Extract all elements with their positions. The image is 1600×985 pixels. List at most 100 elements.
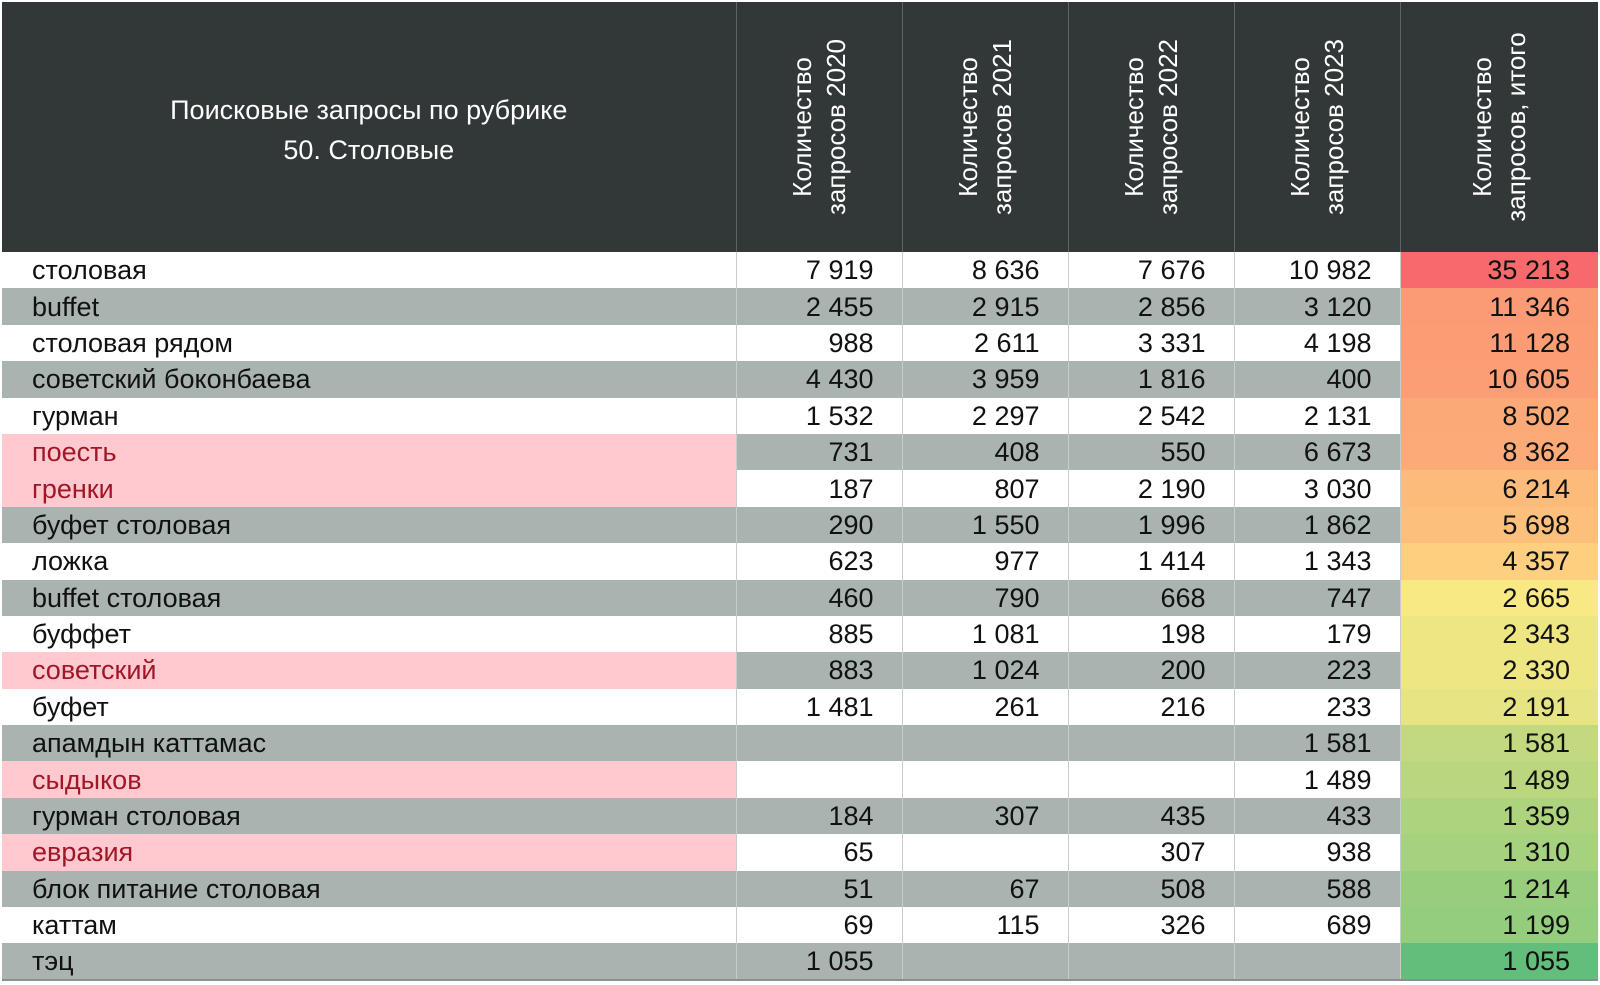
title-line-1: Поисковые запросы по рубрике (170, 95, 568, 125)
total-cell: 11 128 (1399, 324, 1598, 362)
query-cell: советский боконбаева (2, 361, 736, 398)
count-2023-cell: 4 198 (1233, 324, 1400, 362)
title-line-2: 50. Столовые (283, 135, 455, 165)
count-2020-cell: 51 (735, 870, 902, 908)
total-cell: 2 665 (1399, 579, 1598, 616)
total-cell: 2 191 (1399, 688, 1598, 726)
count-2020-cell: 187 (735, 470, 902, 507)
table-row: буффет 885 1 081 198 179 2 343 (2, 615, 1598, 653)
table-row: блок питание столовая 51 67 508 588 1 214 (2, 870, 1598, 908)
count-2021-cell (901, 725, 1068, 762)
count-2023-cell: 3 120 (1233, 288, 1400, 325)
count-2022-cell: 7 676 (1067, 252, 1234, 289)
count-2022-cell: 1 414 (1067, 543, 1234, 580)
count-2023-cell (1233, 943, 1400, 982)
count-2021-cell: 2 297 (901, 397, 1068, 434)
count-2022-cell: 1 996 (1067, 506, 1234, 544)
table-row: буфет 1 481 261 216 233 2 191 (2, 688, 1598, 726)
count-2021-cell: 2 611 (901, 324, 1068, 362)
total-cell: 1 489 (1399, 761, 1598, 798)
count-2020-cell: 2 455 (735, 288, 902, 325)
count-2020-cell: 1 055 (735, 943, 902, 982)
query-cell: гренки (2, 470, 736, 507)
table-row: апамдын каттамас 1 581 1 581 (2, 725, 1598, 762)
count-2023-cell: 2 131 (1233, 397, 1400, 434)
count-2022-cell: 1 816 (1067, 361, 1234, 398)
query-cell: каттам (2, 907, 736, 944)
count-2021-cell (901, 834, 1068, 871)
table-row: советский боконбаева 4 430 3 959 1 816 400 10… (2, 361, 1598, 398)
count-2021-cell: 977 (901, 543, 1068, 580)
column-header-2023-line-1: Количество (1285, 57, 1315, 197)
query-cell: тэц (2, 943, 736, 982)
total-cell: 10 605 (1399, 361, 1598, 398)
table-row: столовая рядом 988 2 611 3 331 4 198 11 128 (2, 324, 1598, 362)
count-2020-cell: 731 (735, 433, 902, 471)
count-2020-cell (735, 761, 902, 798)
count-2022-cell: 326 (1067, 907, 1234, 944)
total-cell: 1 199 (1399, 907, 1598, 944)
query-cell: buffet (2, 288, 736, 325)
query-cell: евразия (2, 834, 736, 871)
query-cell: апамдын каттамас (2, 725, 736, 762)
column-header-2020: Количество запросов 2020 (735, 2, 902, 252)
table-row: евразия 65 307 938 1 310 (2, 834, 1598, 871)
count-2020-cell: 623 (735, 543, 902, 580)
count-2021-cell: 1 081 (901, 615, 1068, 653)
total-cell: 2 343 (1399, 615, 1598, 653)
count-2020-cell: 1 481 (735, 688, 902, 726)
column-header-2020-line-2: запросов 2020 (821, 39, 851, 216)
total-cell: 1 581 (1399, 725, 1598, 762)
table-row: гурман 1 532 2 297 2 542 2 131 8 502 (2, 397, 1598, 434)
column-header-2022-line-2: запросов 2022 (1153, 39, 1183, 216)
count-2020-cell: 883 (735, 652, 902, 689)
query-cell: буфет столовая (2, 506, 736, 544)
total-cell: 6 214 (1399, 470, 1598, 507)
total-cell: 1 359 (1399, 797, 1598, 835)
count-2020-cell: 885 (735, 615, 902, 653)
count-2023-cell: 689 (1233, 907, 1400, 944)
count-2023-cell: 588 (1233, 870, 1400, 908)
query-cell: гурман столовая (2, 797, 736, 835)
query-cell: ложка (2, 543, 736, 580)
count-2023-cell: 400 (1233, 361, 1400, 398)
count-2020-cell: 1 532 (735, 397, 902, 434)
table-body: столовая 7 919 8 636 7 676 10 982 35 213 buffe… (2, 252, 1598, 982)
query-cell: столовая рядом (2, 324, 736, 362)
count-2022-cell: 307 (1067, 834, 1234, 871)
column-header-2022-line-1: Количество (1119, 57, 1149, 197)
count-2021-cell: 2 915 (901, 288, 1068, 325)
count-2020-cell: 4 430 (735, 361, 902, 398)
query-cell: советский (2, 652, 736, 689)
total-cell: 5 698 (1399, 506, 1598, 544)
table-row: советский 883 1 024 200 223 2 330 (2, 652, 1598, 689)
count-2022-cell: 668 (1067, 579, 1234, 616)
count-2022-cell: 550 (1067, 433, 1234, 471)
count-2022-cell: 200 (1067, 652, 1234, 689)
column-header-2021-line-2: запросов 2021 (987, 39, 1017, 216)
count-2023-cell: 747 (1233, 579, 1400, 616)
count-2021-cell: 261 (901, 688, 1068, 726)
table-row: поесть 731 408 550 6 673 8 362 (2, 433, 1598, 471)
count-2020-cell: 988 (735, 324, 902, 362)
query-cell: буфет (2, 688, 736, 726)
total-cell: 2 330 (1399, 652, 1598, 689)
count-2022-cell: 2 856 (1067, 288, 1234, 325)
count-2023-cell: 1 489 (1233, 761, 1400, 798)
count-2023-cell: 223 (1233, 652, 1400, 689)
count-2023-cell: 433 (1233, 797, 1400, 835)
count-2021-cell (901, 761, 1068, 798)
count-2022-cell: 198 (1067, 615, 1234, 653)
query-cell: сыдыков (2, 761, 736, 798)
query-cell: гурман (2, 397, 736, 434)
total-cell: 8 502 (1399, 397, 1598, 434)
table-row: buffet столовая 460 790 668 747 2 665 (2, 579, 1598, 616)
count-2020-cell: 69 (735, 907, 902, 944)
column-header-2021-line-1: Количество (953, 57, 983, 197)
table-title: Поисковые запросы по рубрике 50. Столовы… (2, 2, 736, 252)
count-2022-cell: 3 331 (1067, 324, 1234, 362)
column-header-2021: Количество запросов 2021 (901, 2, 1068, 252)
count-2021-cell: 790 (901, 579, 1068, 616)
count-2023-cell: 3 030 (1233, 470, 1400, 507)
count-2021-cell: 8 636 (901, 252, 1068, 289)
